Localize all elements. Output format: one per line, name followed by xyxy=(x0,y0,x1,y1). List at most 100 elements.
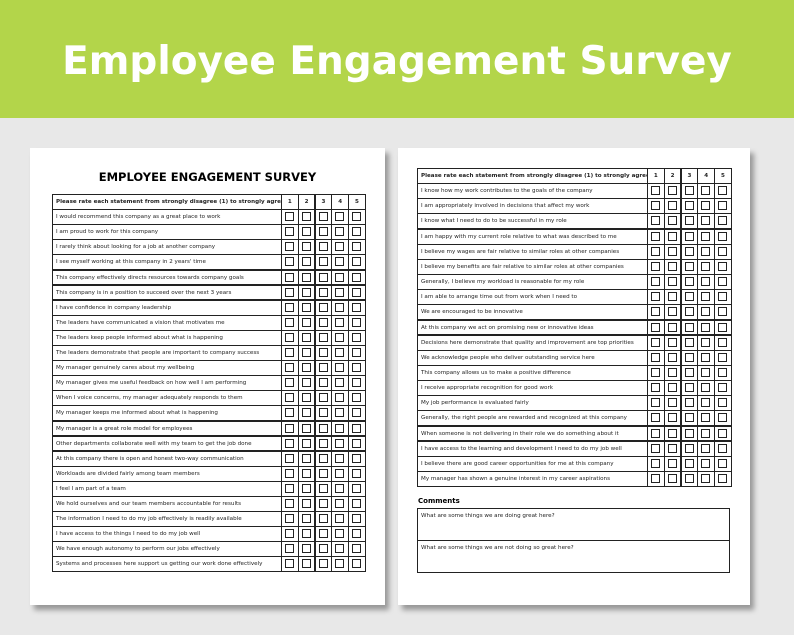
checkbox xyxy=(301,544,311,554)
checkbox xyxy=(718,458,728,468)
checkbox xyxy=(335,408,345,418)
checkbox xyxy=(352,483,362,493)
checkbox xyxy=(667,307,677,317)
checkbox xyxy=(285,544,294,554)
checkbox xyxy=(285,332,294,342)
checkbox xyxy=(301,242,311,252)
checkbox xyxy=(335,227,345,237)
checkbox xyxy=(352,408,362,418)
checkbox xyxy=(667,383,677,393)
checkbox xyxy=(667,352,677,362)
checkbox xyxy=(718,337,728,347)
checkbox xyxy=(352,393,362,403)
checkbox xyxy=(285,302,294,312)
checkbox xyxy=(651,413,660,423)
checkbox xyxy=(701,246,711,256)
checkbox xyxy=(335,348,345,357)
checkbox xyxy=(301,468,311,478)
checkbox xyxy=(667,201,677,211)
checkbox xyxy=(667,474,677,483)
checkbox xyxy=(285,514,294,524)
checkbox xyxy=(301,559,311,569)
checkbox xyxy=(718,216,728,226)
checkbox xyxy=(318,499,328,508)
checkbox xyxy=(318,393,328,403)
checkbox xyxy=(684,186,694,196)
rating-cell xyxy=(714,471,732,487)
statement: At this company we act on promising new … xyxy=(417,319,648,336)
comment-box: What are some things we are not doing so… xyxy=(417,540,730,573)
checkbox xyxy=(718,186,728,196)
checkbox xyxy=(651,307,660,317)
checkbox xyxy=(651,367,660,377)
statement: My job performance is evaluated fairly xyxy=(417,395,648,412)
checkbox xyxy=(318,272,328,282)
statement: When I voice concerns, my manager adequa… xyxy=(52,390,282,407)
column-header: 3 xyxy=(314,194,333,210)
checkbox xyxy=(667,231,677,241)
statement: This company allows us to make a positiv… xyxy=(417,364,648,381)
checkbox xyxy=(718,443,728,453)
checkbox xyxy=(718,367,728,377)
statement: My manager keeps me informed about what … xyxy=(52,405,282,422)
statement: This company is in a position to succeed… xyxy=(52,284,282,301)
checkbox xyxy=(701,231,711,241)
checkbox xyxy=(701,186,711,196)
checkbox xyxy=(285,227,294,237)
statement: I have access to the learning and develo… xyxy=(417,440,648,457)
statement: I know how my work contributes to the go… xyxy=(417,183,648,200)
checkbox xyxy=(285,212,294,222)
checkbox xyxy=(701,367,711,377)
statement: Other departments collaborate well with … xyxy=(52,435,282,452)
checkbox xyxy=(651,443,660,453)
checkbox xyxy=(667,367,677,377)
checkbox xyxy=(285,529,294,539)
checkbox xyxy=(701,307,711,317)
checkbox xyxy=(335,499,345,508)
checkbox xyxy=(352,317,362,327)
statement: We are encouraged to be innovative xyxy=(417,304,648,321)
checkbox xyxy=(352,302,362,312)
statement: I am able to arrange time out from work … xyxy=(417,289,648,306)
column-header: 1 xyxy=(281,194,299,210)
checkbox xyxy=(667,398,677,408)
checkbox xyxy=(651,186,660,196)
checkbox xyxy=(651,277,660,287)
checkbox xyxy=(701,261,711,271)
checkbox xyxy=(318,287,328,297)
checkbox xyxy=(318,544,328,554)
checkbox xyxy=(651,216,660,226)
column-header: Please rate each statement from strongly… xyxy=(52,194,282,210)
statement: I believe there are good career opportun… xyxy=(417,455,648,472)
checkbox xyxy=(352,257,362,267)
checkbox xyxy=(684,383,694,393)
checkbox xyxy=(301,408,311,418)
checkbox xyxy=(335,332,345,342)
checkbox xyxy=(318,529,328,539)
statement: We acknowledge people who deliver outsta… xyxy=(417,349,648,366)
checkbox xyxy=(318,559,328,569)
statement: I see myself working at this company in … xyxy=(52,254,282,271)
checkbox xyxy=(335,393,345,403)
checkbox xyxy=(667,216,677,226)
checkbox xyxy=(684,322,694,332)
statement: I know what I need to do to be successfu… xyxy=(417,213,648,230)
checkbox xyxy=(301,423,311,433)
checkbox xyxy=(667,246,677,256)
checkbox xyxy=(701,322,711,332)
statement: I would recommend this company as a grea… xyxy=(52,209,282,225)
checkbox xyxy=(318,423,328,433)
checkbox xyxy=(318,227,328,237)
sheet-title: EMPLOYEE ENGAGEMENT SURVEY xyxy=(98,170,317,184)
statement: The information I need to do my job effe… xyxy=(52,511,282,527)
checkbox xyxy=(651,246,660,256)
checkbox xyxy=(651,458,660,468)
statement: My manager is a great role model for emp… xyxy=(52,420,282,437)
checkbox xyxy=(285,257,294,267)
checkbox xyxy=(318,438,328,448)
sheet: Please rate each statement from strongly… xyxy=(398,148,750,605)
statement: My manager genuinely cares about my well… xyxy=(52,360,282,376)
statement: Generally, the right people are rewarded… xyxy=(417,410,648,427)
checkbox xyxy=(318,332,328,342)
